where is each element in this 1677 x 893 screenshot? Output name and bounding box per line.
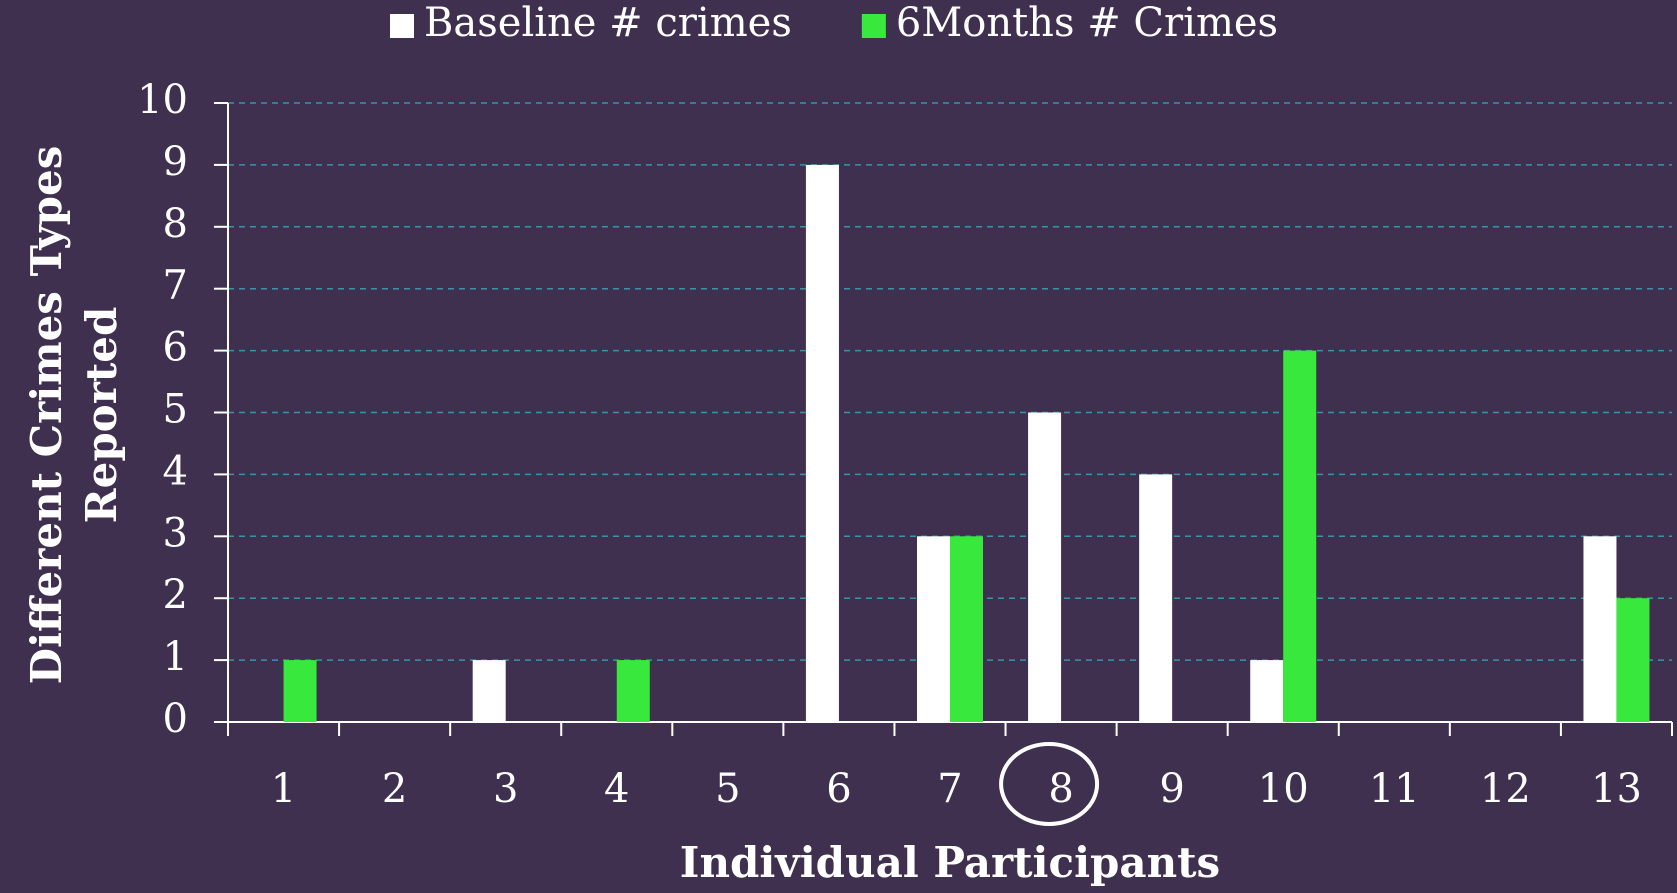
bar: [805, 164, 839, 722]
bar: [472, 660, 506, 722]
legend-label: 6Months # Crimes: [896, 0, 1278, 46]
x-tick-label: 8: [1048, 766, 1073, 812]
bar: [1283, 350, 1317, 722]
x-tick-label: 4: [604, 766, 629, 812]
y-axis-title: Different Crimes Types Reported: [22, 146, 126, 685]
x-tick-label: 2: [382, 766, 407, 812]
x-tick-label: 13: [1591, 766, 1642, 812]
y-tick-label: 0: [163, 696, 188, 742]
x-tick-label: 9: [1159, 766, 1184, 812]
x-tick-label: 3: [493, 766, 518, 812]
y-tick-label: 4: [163, 448, 188, 494]
x-axis-title: Individual Participants: [680, 838, 1220, 887]
bar: [1583, 536, 1617, 722]
x-tick-label: 5: [715, 766, 740, 812]
y-tick-label: 7: [163, 263, 188, 309]
y-tick-label: 10: [137, 77, 188, 123]
bar: [1028, 412, 1062, 722]
bar: [1616, 598, 1650, 722]
y-tick-label: 8: [163, 201, 188, 247]
x-tick-label: 7: [937, 766, 962, 812]
bar: [950, 536, 983, 722]
bar: [917, 536, 950, 722]
bar: [283, 660, 317, 722]
y-tick-label: 3: [163, 510, 188, 556]
x-tick-label: 1: [271, 766, 296, 812]
y-tick-label: 1: [163, 634, 188, 680]
y-axis-title-line: Different Crimes Types: [22, 146, 71, 685]
bar: [1139, 474, 1173, 722]
legend-swatch: [390, 14, 414, 38]
bar: [616, 660, 650, 722]
y-tick-label: 9: [163, 139, 188, 185]
legend-label: Baseline # crimes: [424, 0, 792, 46]
x-tick-label: 11: [1369, 766, 1420, 812]
y-axis-title-line: Reported: [77, 307, 126, 524]
bar: [1250, 660, 1284, 722]
y-tick-label: 5: [163, 387, 188, 433]
x-tick-label: 10: [1258, 766, 1309, 812]
legend-swatch: [861, 14, 886, 38]
x-tick-label: 6: [826, 766, 851, 812]
annotation-circle: [999, 742, 1100, 826]
y-tick-label: 6: [163, 325, 188, 371]
y-tick-label: 2: [163, 572, 188, 618]
x-tick-label: 12: [1480, 766, 1531, 812]
